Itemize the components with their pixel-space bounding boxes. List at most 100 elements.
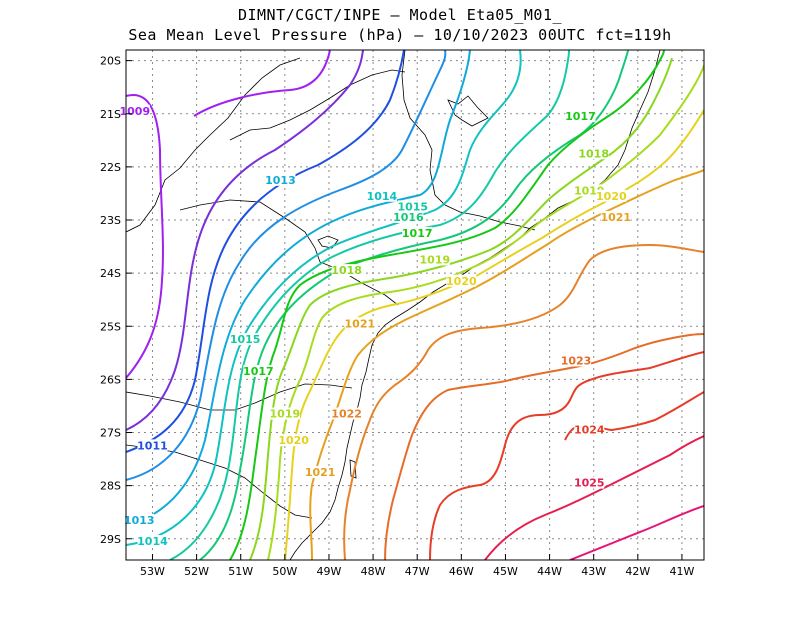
y-tick-label: 29S	[100, 533, 121, 546]
border-paraguay	[126, 57, 301, 233]
y-tick-label: 23S	[100, 214, 121, 227]
state-border-sp-mg	[229, 69, 406, 141]
x-tick-label: 46W	[449, 565, 474, 578]
lake-feature	[447, 95, 489, 127]
contour-label-1022: 1022	[331, 408, 362, 421]
contour-label-1009: 1009	[120, 105, 151, 118]
state-border-pr-sc	[126, 383, 353, 411]
contour-label-bg	[574, 476, 605, 489]
state-border-ms-sp	[179, 199, 399, 306]
coastline-and-borders	[126, 50, 661, 560]
isobar-1025	[484, 435, 704, 560]
contour-label-1014: 1014	[137, 535, 168, 548]
contour-label-1019: 1019	[270, 408, 301, 421]
contour-label-bg	[393, 211, 424, 223]
contour-label-bg	[243, 365, 274, 378]
x-tick-label: 42W	[625, 565, 650, 578]
contour-label-bg	[419, 253, 450, 266]
contour-label-bg	[124, 513, 155, 526]
contour-label-bg	[596, 189, 627, 202]
y-tick-label: 26S	[100, 373, 121, 386]
contour-label-1020: 1020	[446, 275, 477, 288]
x-tick-label: 44W	[537, 565, 562, 578]
contour-label-bg	[269, 407, 300, 420]
chart-title-line1: DIMNT/CGCT/INPE – Model Eta05_M01_	[237, 6, 563, 24]
x-tick-label: 43W	[581, 565, 606, 578]
y-tick-label: 24S	[100, 267, 121, 280]
isobar-1022	[343, 243, 704, 560]
contour-label-bg	[565, 110, 596, 123]
contour-label-bg	[331, 264, 362, 277]
x-tick-label: 49W	[317, 565, 342, 578]
contour-label-1017: 1017	[565, 110, 596, 123]
contour-label-1017: 1017	[243, 365, 274, 378]
contour-label-1021: 1021	[305, 466, 336, 479]
contour-label-1025: 1025	[574, 477, 605, 490]
contour-label-bg	[137, 439, 168, 452]
contour-label-1016: 1016	[393, 211, 424, 224]
contour-label-1021: 1021	[345, 317, 376, 330]
y-tick-label: 21S	[100, 108, 121, 121]
y-tick-label: 22S	[100, 161, 121, 174]
contour-label-1023: 1023	[561, 354, 592, 367]
isobar-1009	[126, 93, 164, 379]
x-tick-label: 51W	[228, 565, 253, 578]
contour-label-1015: 1015	[397, 200, 428, 213]
x-tick-label: 52W	[184, 565, 209, 578]
contour-label-1011: 1011	[137, 439, 168, 452]
isobar-1009b	[193, 50, 331, 117]
contour-label-bg	[137, 535, 168, 548]
contour-label-1020: 1020	[596, 190, 627, 203]
contour-labels: 1009101110131013101410141015101510161017…	[120, 104, 631, 548]
contour-label-bg	[278, 434, 309, 447]
isobar-1017	[229, 50, 665, 560]
isobar-1021	[309, 169, 704, 560]
contour-label-bg	[574, 423, 605, 436]
contour-label-bg	[331, 407, 362, 420]
contour-label-1013: 1013	[124, 514, 155, 527]
chart-title-line2: Sea Mean Level Pressure (hPa) – 10/10/20…	[128, 26, 672, 44]
contour-label-bg	[265, 173, 296, 186]
isobar-1016	[199, 50, 629, 560]
contour-label-bg	[561, 354, 592, 367]
isobar-1012	[126, 50, 447, 481]
y-axis: 20S 21S 22S 23S 24S 25S 26S 27S 28S 29S	[100, 55, 132, 546]
contour-label-bg	[402, 226, 433, 239]
contour-label-bg	[600, 211, 631, 223]
x-tick-label: 53W	[140, 565, 165, 578]
contour-label-1019: 1019	[420, 254, 451, 267]
contour-label-1018: 1018	[331, 264, 362, 277]
contour-label-1015: 1015	[230, 333, 261, 346]
contour-label-1021: 1021	[600, 211, 631, 224]
contour-label-bg	[305, 466, 336, 478]
isobar-1011	[126, 50, 405, 453]
contour-label-bg	[397, 200, 428, 213]
x-tick-label: 41W	[670, 565, 695, 578]
y-tick-label: 27S	[100, 427, 121, 440]
contour-label-bg	[344, 317, 375, 330]
contour-label-1024: 1024	[574, 424, 605, 437]
isobar-1010	[126, 50, 364, 431]
contour-label-1020: 1020	[278, 434, 309, 447]
isobar-1013	[126, 50, 471, 526]
contour-label-1013: 1013	[265, 174, 296, 187]
contour-label-1017: 1017	[402, 227, 433, 240]
contour-label-bg	[446, 274, 477, 287]
x-axis: 53W 52W 51W 50W 49W 48W 47W 46W 45W 44W 43W 42W 41W	[140, 554, 694, 578]
plot-frame	[125, 49, 705, 561]
isobar-1026	[569, 505, 704, 560]
y-tick-label: 28S	[100, 480, 121, 493]
isobar-1023	[384, 333, 704, 560]
contour-label-bg	[230, 333, 261, 346]
contour-label-bg	[366, 189, 397, 202]
island-feature	[349, 459, 357, 479]
contour-label-bg	[578, 147, 609, 160]
x-tick-label: 50W	[272, 565, 297, 578]
isobar-1015	[169, 50, 570, 560]
y-tick-label: 20S	[100, 55, 121, 68]
contour-label-1014: 1014	[367, 190, 398, 203]
x-tick-label: 45W	[493, 565, 518, 578]
isobar-1024	[429, 351, 704, 560]
x-tick-label: 48W	[361, 565, 386, 578]
